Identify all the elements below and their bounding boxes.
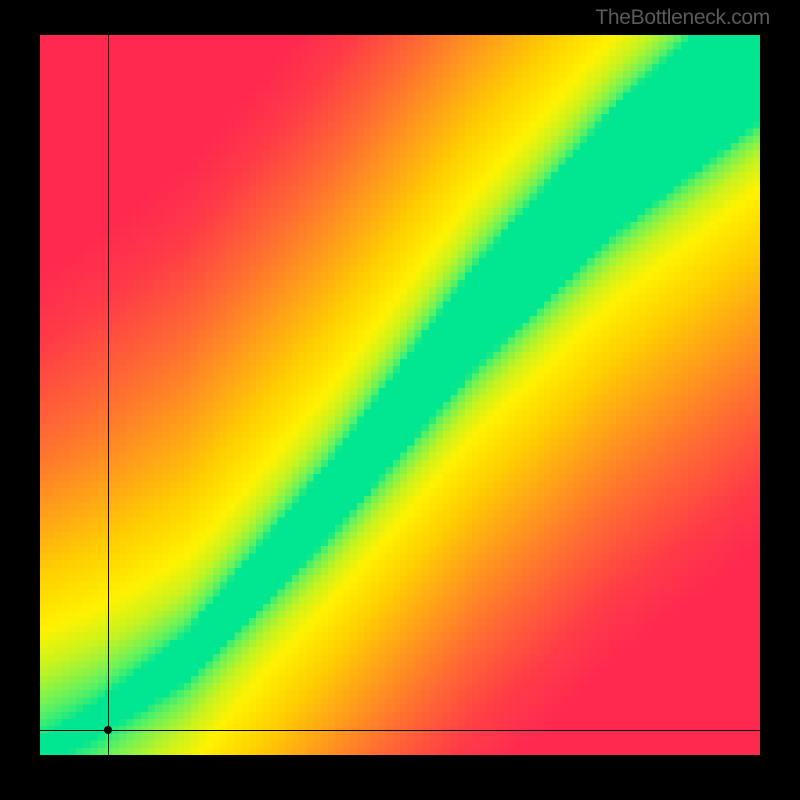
heatmap-canvas: [40, 35, 760, 755]
crosshair-horizontal: [40, 730, 760, 731]
watermark-text: TheBottleneck.com: [595, 6, 770, 30]
heatmap-plot: [40, 35, 760, 755]
crosshair-vertical: [108, 35, 109, 755]
crosshair-marker: [104, 726, 112, 734]
